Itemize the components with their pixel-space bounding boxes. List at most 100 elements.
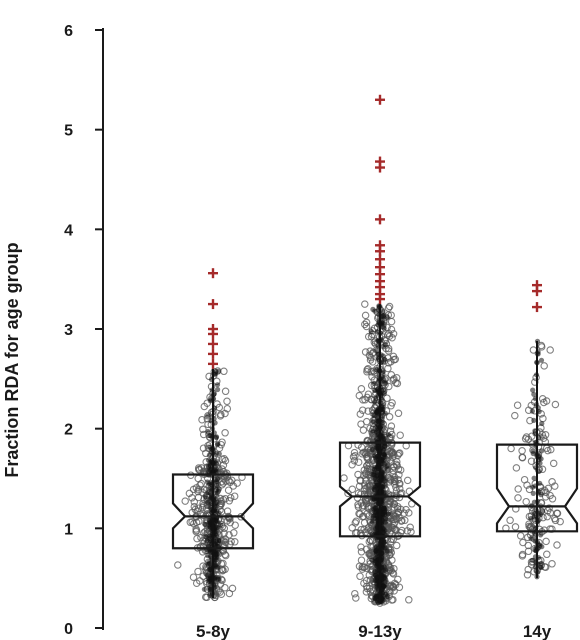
data-point-core (529, 557, 536, 563)
data-point (364, 332, 373, 341)
data-point (365, 537, 374, 546)
data-point (551, 400, 560, 409)
data-point (394, 575, 402, 584)
data-points (174, 300, 564, 607)
data-point (220, 529, 228, 538)
data-point-core (206, 469, 212, 475)
data-point (511, 523, 520, 531)
data-point-core (528, 536, 534, 542)
data-point (385, 382, 393, 391)
data-point-core (203, 534, 209, 540)
data-point (386, 538, 395, 546)
outlier-marker (208, 299, 218, 310)
data-point (181, 497, 189, 505)
data-point (406, 523, 414, 532)
data-point-core (204, 538, 210, 544)
data-point-core (373, 476, 379, 482)
data-point (392, 379, 400, 387)
data-point (542, 537, 550, 546)
data-point (542, 397, 551, 405)
data-point-core (385, 511, 391, 517)
outlier-marker (208, 348, 218, 359)
data-point (220, 367, 228, 376)
data-point (363, 393, 371, 402)
data-point-core (528, 515, 534, 522)
data-point (392, 541, 401, 550)
data-point (527, 457, 536, 465)
data-point (355, 509, 363, 518)
data-point (384, 304, 393, 312)
data-point-core (214, 442, 220, 448)
data-point (547, 445, 555, 454)
data-point (356, 410, 365, 418)
data-point (385, 413, 394, 421)
data-point-core (215, 386, 221, 393)
data-point-core (374, 409, 380, 415)
data-point (191, 505, 200, 514)
data-point (358, 563, 367, 571)
data-point-core (214, 490, 220, 496)
data-point (550, 514, 559, 523)
data-point (387, 317, 396, 326)
data-point-core (537, 460, 543, 466)
y-tick-label: 6 (64, 23, 73, 40)
data-point-core (202, 521, 208, 527)
data-point-core (372, 572, 379, 578)
data-point (358, 450, 367, 458)
data-point (174, 561, 182, 569)
data-point-core (372, 509, 378, 515)
data-point-core (374, 568, 381, 574)
data-point (516, 532, 525, 540)
y-axis: 0 1 2 3 4 5 6 (64, 23, 104, 638)
data-point (351, 519, 360, 527)
data-point (190, 498, 199, 506)
data-point-core (207, 560, 213, 566)
data-point-core (539, 448, 545, 454)
notched-box (495, 443, 579, 533)
data-point (362, 318, 371, 327)
data-point (356, 477, 365, 485)
data-point-core (372, 598, 378, 605)
data-point-core (539, 420, 545, 427)
data-point (514, 494, 522, 502)
data-point (351, 452, 359, 460)
data-point (393, 458, 401, 466)
data-point-core (380, 387, 386, 393)
data-point-core (372, 560, 378, 566)
data-point (219, 559, 227, 568)
outlier-marker (208, 268, 218, 279)
data-point-core (531, 391, 537, 397)
data-point-core (538, 492, 544, 498)
data-point-core (384, 314, 390, 320)
data-point (357, 543, 365, 551)
data-point (513, 401, 522, 409)
data-point (355, 562, 364, 571)
data-point (230, 492, 239, 500)
data-point (362, 322, 371, 331)
data-point (367, 367, 375, 376)
data-point-core (216, 538, 222, 544)
data-point-core (206, 464, 212, 470)
data-point (394, 409, 403, 418)
data-point-core (371, 380, 377, 386)
data-point-core (213, 542, 219, 548)
data-point (395, 449, 404, 457)
data-point (357, 420, 365, 428)
boxes (171, 304, 579, 604)
data-point-core (380, 314, 386, 320)
data-point (366, 356, 375, 364)
data-point (348, 485, 357, 494)
data-point-core (386, 432, 392, 438)
data-point (402, 505, 410, 514)
data-point (392, 491, 400, 500)
data-point-core (538, 357, 545, 363)
data-point (361, 497, 370, 505)
data-point-core (530, 448, 536, 454)
outlier-marker (375, 94, 385, 105)
data-point (507, 444, 515, 453)
data-point (200, 485, 209, 494)
data-point (352, 594, 360, 602)
data-point-core (382, 516, 389, 522)
data-point (390, 587, 398, 595)
